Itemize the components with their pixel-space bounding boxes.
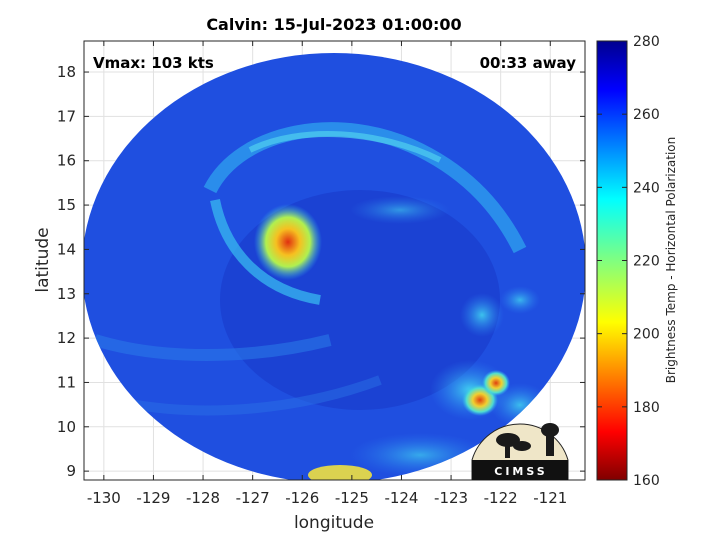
x-tick-label: -122 — [484, 489, 518, 507]
axes-box — [83, 40, 586, 481]
x-tick-label: -129 — [136, 489, 170, 507]
y-tick-labels: 18 17 16 15 14 13 12 11 10 9 — [57, 63, 76, 480]
y-tick-label: 15 — [57, 196, 76, 214]
x-tick-label: -126 — [285, 489, 319, 507]
x-tick-label: -121 — [533, 489, 567, 507]
logo-dish-stand — [505, 444, 510, 458]
y-axis-label: latitude — [33, 227, 53, 292]
colorbar-tick-label: 220 — [633, 254, 660, 270]
colorbar-tick-label: 260 — [633, 107, 660, 123]
colorbar-label: Brightness Temp - Horizontal Polarizatio… — [664, 137, 678, 384]
tick-marks — [84, 41, 585, 480]
colorbar-tick-label: 200 — [633, 327, 660, 343]
y-tick-label: 12 — [57, 329, 76, 347]
rainband-north — [350, 196, 450, 224]
eyewall-warm-core — [254, 204, 322, 280]
warm-patch-bottom — [308, 465, 372, 480]
colorbar-tick-label: 240 — [633, 180, 660, 196]
y-tick-label: 14 — [57, 240, 76, 258]
spiral-band-highlight — [248, 131, 442, 163]
spiral-band-south — [93, 334, 332, 361]
x-tick-label: -125 — [335, 489, 369, 507]
logo-small-dish-icon — [513, 441, 531, 451]
colorbar-tick-label: 180 — [633, 400, 660, 416]
cimss-logo: CIMSS — [471, 423, 569, 481]
y-tick-label: 9 — [66, 462, 76, 480]
convection-cell — [500, 286, 540, 314]
y-tick-label: 11 — [57, 373, 76, 391]
y-tick-label: 18 — [57, 63, 76, 81]
logo-satellite-dish-icon — [496, 433, 520, 447]
colorbar-tick-label: 280 — [633, 34, 660, 50]
convection-cell — [460, 293, 504, 337]
y-tick-label: 16 — [57, 152, 76, 170]
logo-banner — [472, 460, 568, 480]
x-tick-label: -123 — [434, 489, 468, 507]
colorbar-ticks: 280 260 240 220 200 180 160 — [597, 34, 660, 489]
x-tick-label: -127 — [236, 489, 270, 507]
logo-text: CIMSS — [494, 465, 547, 478]
logo-tower-icon — [546, 430, 554, 456]
swath-field — [84, 53, 585, 480]
colorbar-tick-label: 160 — [633, 473, 660, 489]
logo-tower-top — [541, 423, 559, 437]
y-tick-label: 13 — [57, 285, 76, 303]
spiral-band-inner — [210, 198, 321, 305]
x-axis-label: longitude — [294, 513, 374, 533]
y-tick-label: 10 — [57, 418, 76, 436]
time-away-annotation: 00:33 away — [480, 54, 577, 72]
spiral-band-south2 — [108, 375, 382, 416]
x-tick-label: -128 — [186, 489, 220, 507]
vmax-annotation: Vmax: 103 kts — [93, 54, 214, 72]
chart-title: Calvin: 15-Jul-2023 01:00:00 — [206, 15, 461, 34]
x-tick-label: -124 — [384, 489, 418, 507]
x-tick-labels: -130 -129 -128 -127 -126 -125 -124 -123 -122 -121 — [87, 489, 567, 507]
y-tick-label: 17 — [57, 107, 76, 125]
x-tick-label: -130 — [87, 489, 121, 507]
